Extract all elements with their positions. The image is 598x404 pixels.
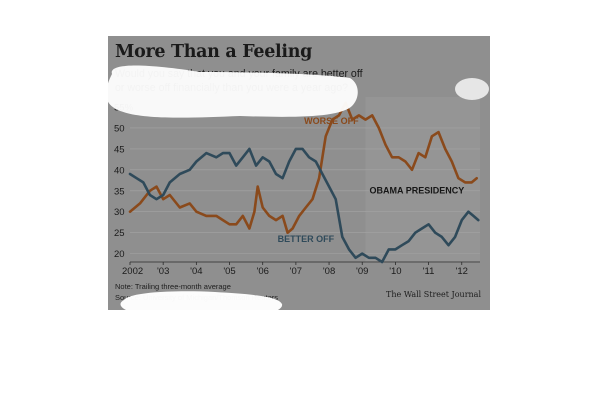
- y-tick-label: 40: [114, 165, 125, 176]
- y-tick-label: 25: [114, 228, 125, 239]
- series-label-better-off: BETTER OFF: [278, 234, 335, 244]
- y-tick-label: 35: [114, 186, 125, 197]
- y-tick-label: 45: [114, 144, 125, 155]
- chart-source: Source: University of Michigan/Thomson R…: [115, 293, 278, 302]
- publisher-credit: The Wall Street Journal: [386, 290, 481, 299]
- x-tick-label: '03: [157, 266, 169, 277]
- x-tick-label: '09: [356, 266, 368, 277]
- x-tick-label: '06: [257, 266, 269, 277]
- y-tick-label: 20: [114, 249, 125, 260]
- x-tick-label: '05: [223, 266, 235, 277]
- x-tick-label: 2002: [122, 266, 143, 277]
- chart-note: Note: Trailing three-month average: [115, 282, 231, 291]
- series-line-better-off: [128, 147, 480, 264]
- chart-subtitle: Would you say that you and your family a…: [115, 68, 363, 94]
- x-tick-label: '11: [423, 266, 435, 277]
- x-tick-label: '07: [290, 266, 302, 277]
- presidency-label: OBAMA PRESIDENCY: [370, 186, 465, 196]
- x-tick-label: '08: [323, 266, 335, 277]
- chart-title: More Than a Feeling: [115, 42, 313, 62]
- y-tick-label: 30: [114, 207, 125, 218]
- x-tick-label: '10: [389, 266, 401, 277]
- series-label-worse-off: WORSE OFF: [304, 116, 359, 126]
- x-tick-label: '12: [456, 266, 468, 277]
- x-tick-label: '04: [190, 266, 202, 277]
- y-tick-label-top: 55%: [114, 103, 134, 114]
- y-tick-label: 50: [114, 123, 125, 134]
- series-line-worse-off: [128, 101, 478, 234]
- chart-card: 20 25 30 35 40 45 50 55% 2002 '03 '04 '05 '06 '07 '08 '…: [108, 36, 490, 310]
